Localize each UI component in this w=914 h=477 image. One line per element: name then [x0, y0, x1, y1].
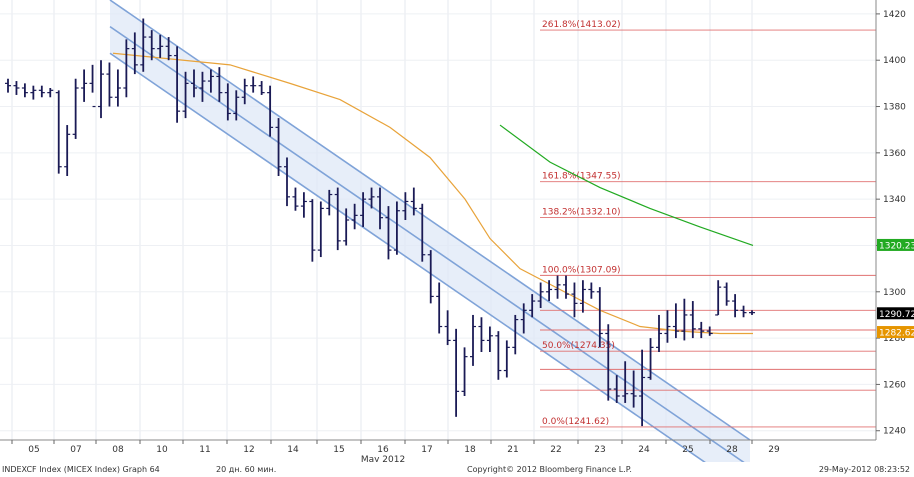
price-tag-label: 1282.62: [879, 329, 914, 339]
y-tick-label: 1260: [883, 380, 906, 390]
price-tag: [877, 238, 914, 251]
x-tick-label: 15: [333, 445, 344, 455]
fib-level-label: 261.8%(1413.02): [542, 20, 621, 30]
x-tick-label: 23: [594, 445, 605, 455]
x-tick-label: 11: [199, 445, 210, 455]
price-tag: [877, 326, 914, 339]
x-tick-label: 18: [464, 445, 476, 455]
x-tick-label: 08: [112, 445, 124, 455]
fib-level-label: 161.8%(1347.55): [542, 172, 621, 182]
x-tick-label: 21: [507, 445, 518, 455]
y-tick-label: 1340: [883, 195, 906, 205]
y-tick-label: 1280: [883, 334, 906, 344]
x-tick-label: 28: [726, 445, 738, 455]
channel-upper-line: [109, 0, 751, 441]
x-tick-label: 16: [377, 445, 389, 455]
copyright-label: Copyright© 2012 Bloomberg Finance L.P.: [467, 465, 632, 474]
period-label: 20 дн. 60 мин.: [216, 465, 277, 474]
fib-level-label: 100.0%(1307.09): [542, 265, 621, 275]
security-label: INDEXCF Index (MICEX Index) Graph 64: [2, 465, 160, 474]
status-bar: INDEXCF Index (MICEX Index) Graph 64 20 …: [0, 462, 914, 477]
y-tick-label: 1300: [883, 288, 906, 298]
x-tick-label: 14: [287, 445, 299, 455]
fib-level-label: 138.2%(1332.10): [542, 207, 621, 217]
y-tick-label: 1240: [883, 427, 906, 437]
x-tick-label: 10: [156, 445, 168, 455]
x-tick-label: 25: [682, 445, 693, 455]
x-tick-label: 17: [421, 445, 432, 455]
x-tick-label: 12: [243, 445, 254, 455]
x-tick-label: 24: [638, 445, 650, 455]
x-tick-label: 07: [70, 445, 81, 455]
y-tick-label: 1380: [883, 103, 906, 113]
x-axis-label: May 2012: [361, 455, 405, 462]
channel-mid-line: [109, 25, 745, 462]
fib-level-label: 50.0%(1274.35): [542, 341, 615, 351]
price-chart: 261.8%(1413.02) 161.8%(1347.55) 138.2%(133…: [0, 0, 914, 462]
y-tick-label: 1360: [883, 149, 906, 159]
y-tick-label: 1420: [883, 10, 906, 20]
y-tick-label: 1400: [883, 56, 906, 66]
datetime-label: 29-May-2012 08:23:52: [818, 465, 910, 474]
price-tag: [877, 307, 914, 320]
x-tick-label: 05: [28, 445, 39, 455]
price-tag-label: 1290.72: [879, 310, 914, 320]
x-tick-label: 22: [550, 445, 561, 455]
fib-level-label: 0.0%(1241.62): [542, 417, 609, 427]
x-tick-label: 29: [768, 445, 780, 455]
price-tag-label: 1320.23: [879, 241, 914, 251]
moving-average-line-green: [499, 124, 754, 247]
